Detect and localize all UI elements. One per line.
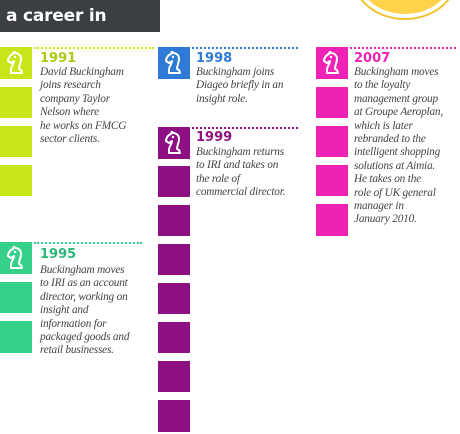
timeline-bar: [158, 166, 190, 197]
year-label: 1995: [40, 247, 77, 262]
chess-knight-icon: [158, 47, 190, 79]
chess-knight-icon: [316, 47, 348, 79]
entry-description: David Buckingham joins research company Ta…: [40, 66, 127, 146]
divider: [34, 47, 154, 49]
divider: [350, 47, 456, 49]
timeline-bar: [0, 321, 32, 353]
timeline-bar: [316, 165, 348, 196]
divider: [192, 127, 298, 129]
timeline-bar: [316, 126, 348, 157]
chess-knight-icon: [0, 47, 32, 79]
divider: [192, 47, 298, 49]
entry-description: Buckingham joins Diageo briefly in an insi…: [196, 66, 284, 105]
year-label: 1999: [196, 130, 233, 145]
timeline-bar: [0, 87, 32, 118]
chess-knight-icon: [158, 127, 190, 159]
timeline-bar: [0, 282, 32, 313]
entry-description: Buckingham moves to IRI as an account dire…: [40, 264, 130, 357]
timeline-bar: [158, 244, 190, 275]
timeline-bar: [0, 165, 32, 196]
divider: [34, 242, 142, 244]
timeline-bar: [158, 361, 190, 392]
timeline-bar: [158, 205, 190, 236]
year-label: 1998: [196, 51, 233, 66]
timeline-bar: [316, 204, 348, 236]
chess-knight-icon: [0, 242, 32, 274]
entry-description: Buckingham returns to IRI and takes on the…: [196, 146, 286, 199]
year-label: 2007: [354, 51, 391, 66]
year-label: 1991: [40, 51, 77, 66]
timeline-bar: [158, 283, 190, 314]
entry-description: Buckingham moves to the loyalty management…: [354, 66, 443, 226]
timeline-bar: [316, 87, 348, 118]
decorative-circle: [355, 0, 455, 18]
timeline-bar: [158, 400, 190, 432]
timeline-bar: [0, 126, 32, 157]
timeline-bar: [158, 322, 190, 353]
section-title: a career in dates: [0, 0, 160, 58]
